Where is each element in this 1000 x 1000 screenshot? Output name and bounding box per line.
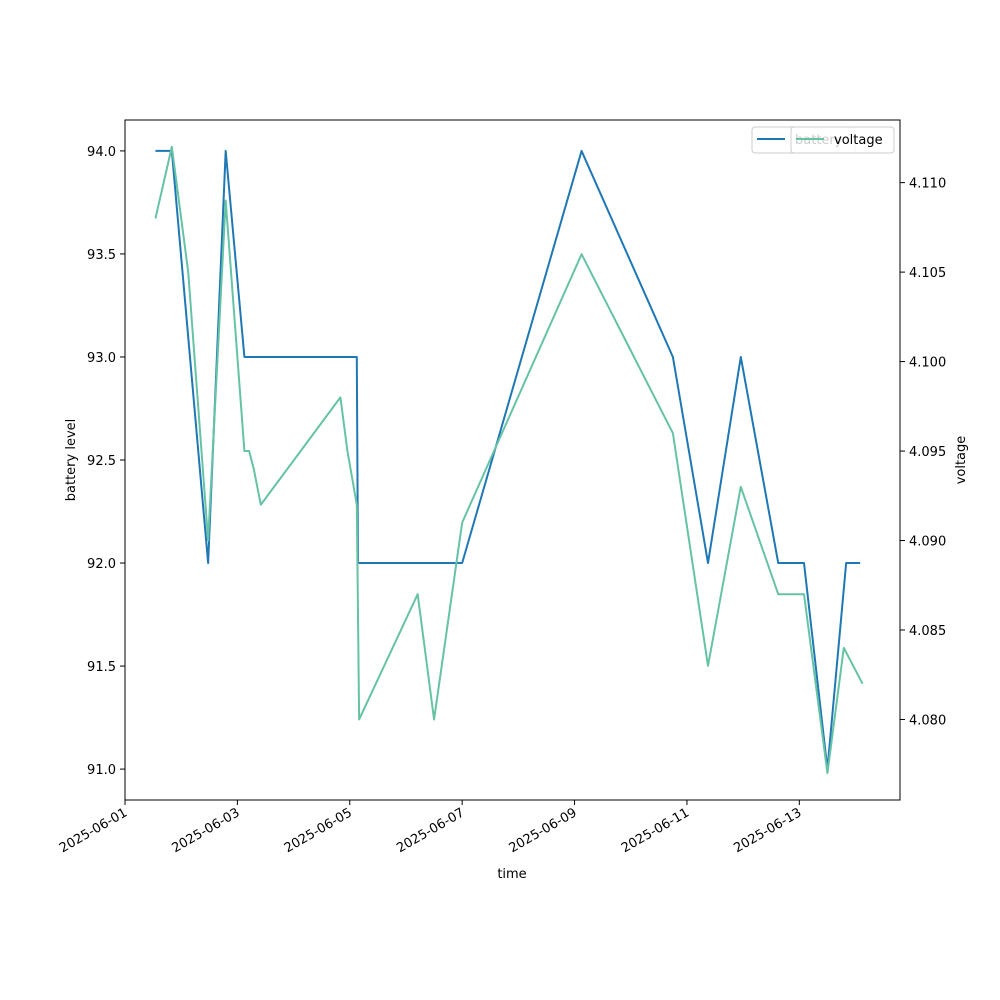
y2-tick-label: 4.095 <box>909 445 946 460</box>
y2-tick-label: 4.110 <box>909 177 946 192</box>
legend-voltage-label: voltage <box>834 133 883 148</box>
y-tick-label: 94.0 <box>87 145 116 160</box>
y2-tick-label: 4.090 <box>909 535 946 550</box>
y2-tick-label: 4.080 <box>909 713 946 728</box>
y2-tick-label: 4.105 <box>909 266 946 281</box>
y-tick-label: 93.0 <box>87 351 116 366</box>
legend-voltage-box <box>790 126 895 154</box>
y2-axis-label: voltage <box>954 436 969 485</box>
y2-tick-label: 4.085 <box>909 624 946 639</box>
series-line-battery <box>155 149 861 771</box>
y-tick-label: 92.5 <box>87 454 116 469</box>
legend-voltage: voltage <box>790 126 895 154</box>
y-tick-label: 93.5 <box>87 248 116 263</box>
y-tick-label: 91.0 <box>87 763 116 778</box>
series-line-voltage <box>154 145 864 775</box>
legend-layer: batteryvoltage <box>751 126 895 154</box>
y-axis-label: battery level <box>64 419 79 502</box>
x-axis-label: time <box>497 867 526 882</box>
y-tick-label: 92.0 <box>87 557 116 572</box>
series-layer <box>154 145 864 775</box>
y-tick-label: 91.5 <box>87 660 116 675</box>
y2-tick-label: 4.100 <box>909 356 946 371</box>
